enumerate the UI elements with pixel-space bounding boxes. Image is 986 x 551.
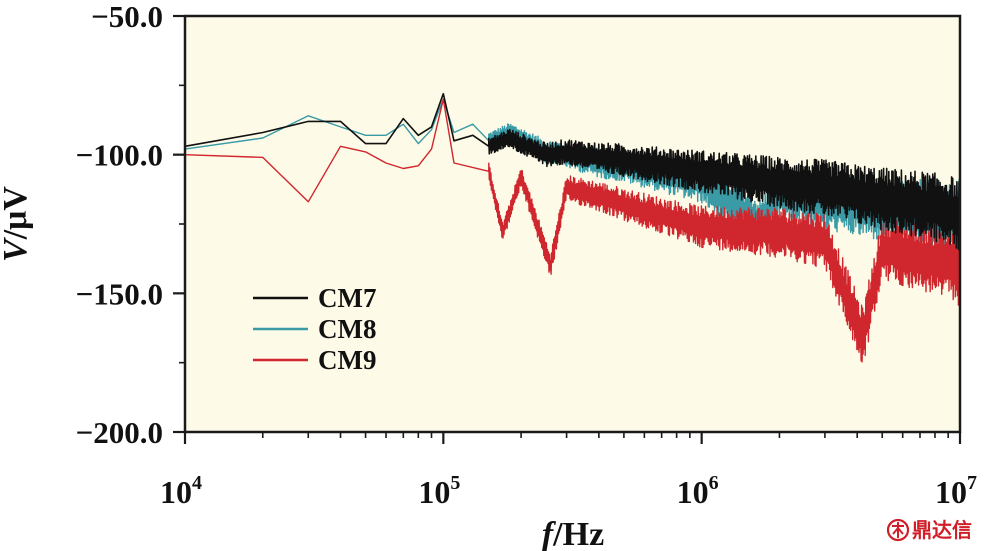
legend-label-cm7: CM7: [318, 283, 376, 313]
y-tick-label: −50.0: [91, 0, 163, 34]
x-tick-label: 105: [418, 472, 460, 510]
x-axis-label-unit: /Hz: [552, 516, 604, 551]
y-tick-label: −100.0: [76, 138, 163, 173]
x-tick-label: 104: [160, 472, 202, 510]
x-axis: 104 105 106 107: [160, 432, 977, 510]
x-tick-label: 106: [677, 472, 719, 510]
plot-background: [185, 16, 960, 432]
y-axis: −50.0 −100.0 −150.0 −200.0: [76, 0, 185, 450]
series-layer: [184, 92, 961, 363]
y-tick-label: −150.0: [76, 276, 163, 311]
brand-seal-glyph: [892, 522, 904, 538]
y-tick-label: −200.0: [76, 415, 163, 450]
series-line-cm7: [184, 92, 961, 251]
brand-seal-icon: [886, 518, 910, 542]
x-axis-label: f/Hz: [542, 516, 604, 551]
y-axis-label-unit: /μV: [0, 186, 34, 241]
y-axis-label-symbol: V: [0, 237, 34, 262]
legend-label-cm8: CM8: [318, 314, 376, 344]
watermark-text: 鼎达信: [912, 518, 972, 542]
watermark: 鼎达信: [886, 518, 972, 542]
y-axis-label: V/μV: [0, 186, 34, 262]
legend-label-cm9: CM9: [318, 345, 376, 375]
x-axis-label-symbol: f: [542, 516, 557, 551]
series-line-cm9: [184, 98, 961, 363]
x-tick-label: 107: [935, 472, 977, 510]
